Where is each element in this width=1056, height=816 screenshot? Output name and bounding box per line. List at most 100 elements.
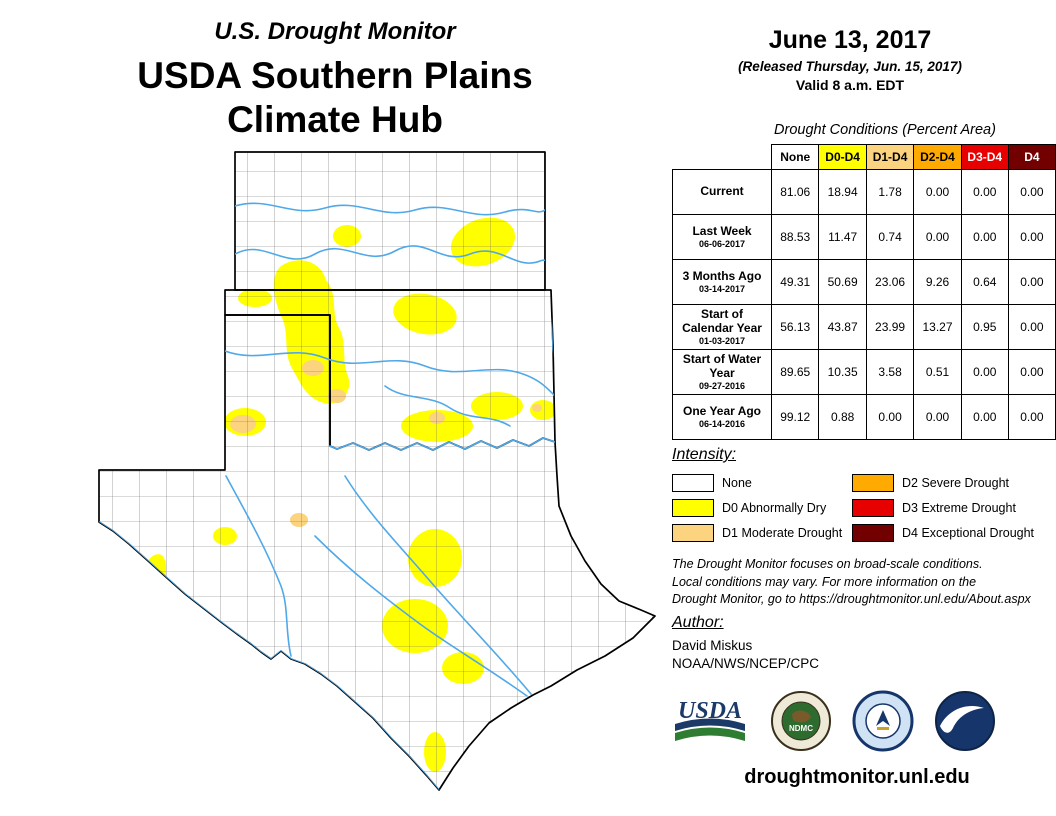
value-cell: 88.53: [771, 214, 820, 260]
value-cell: 0.88: [818, 394, 867, 440]
table-row-3-months-ago: 3 Months Ago 03-14-2017 49.31 50.69 23.0…: [671, 259, 1056, 305]
note-line: Local conditions may vary. For more info…: [672, 574, 977, 589]
legend-item-none: None: [672, 473, 852, 492]
d1-swatch: [672, 523, 714, 542]
value-cell: 9.26: [913, 259, 962, 305]
river-pecos: [225, 475, 292, 657]
value-cell: 0.00: [913, 169, 962, 215]
value-cell: 0.00: [913, 214, 962, 260]
value-cell: 0.00: [1007, 394, 1056, 440]
col-header-d3-d4: D3-D4: [960, 144, 1009, 170]
author-name: David Miskus: [672, 638, 753, 653]
value-cell: 0.00: [865, 394, 915, 440]
southern-plains-map-svg: [98, 151, 656, 791]
value-cell: 89.65: [771, 349, 820, 395]
note-line: The Drought Monitor focuses on broad-sca…: [672, 557, 983, 571]
title-block: U.S. Drought Monitor USDA Southern Plain…: [85, 18, 585, 141]
col-header-none: None: [771, 144, 820, 170]
value-cell: 0.00: [1007, 214, 1056, 260]
info-panel: June 13, 2017 (Released Thursday, Jun. 1…: [660, 0, 1056, 816]
intensity-legend: None D0 Abnormally Dry D1 Moderate Droug…: [672, 470, 1056, 545]
col-header-d2-d4: D2-D4: [913, 144, 962, 170]
col-header-d0-d4: D0-D4: [818, 144, 867, 170]
legend-item-d2: D2 Severe Drought: [852, 473, 1056, 492]
logo-row: USDA NDMC: [670, 686, 1056, 756]
table-row-current: Current 81.06 18.94 1.78 0.00 0.00 0.00: [671, 169, 1056, 215]
col-header-d4: D4: [1007, 144, 1056, 170]
date-block: June 13, 2017 (Released Thursday, Jun. 1…: [660, 26, 1040, 93]
table-row-start-calendar-year: Start of Calendar Year 01-03-2017 56.13 …: [671, 304, 1056, 350]
value-cell: 56.13: [771, 304, 820, 350]
value-cell: 0.64: [960, 259, 1009, 305]
value-cell: 0.95: [960, 304, 1009, 350]
value-cell: 1.78: [865, 169, 915, 215]
author-organization: NOAA/NWS/NCEP/CPC: [672, 656, 820, 671]
ndmc-logo: NDMC: [770, 690, 832, 752]
legend-label: D2 Severe Drought: [902, 475, 1010, 490]
value-cell: 3.58: [865, 349, 915, 395]
release-date: (Released Thursday, Jun. 15, 2017): [738, 59, 962, 74]
region-title-line2: Climate Hub: [227, 98, 443, 140]
value-cell: 0.00: [960, 169, 1009, 215]
row-label-cell: Start of Calendar Year 01-03-2017: [671, 304, 773, 350]
legend-item-d3: D3 Extreme Drought: [852, 498, 1056, 517]
d2-swatch: [852, 473, 894, 492]
monitor-title: U.S. Drought Monitor: [214, 18, 456, 45]
value-cell: 23.06: [865, 259, 915, 305]
river-colorado-tx: [314, 535, 528, 697]
legend-item-d1: D1 Moderate Drought: [672, 523, 852, 542]
river-red: [329, 437, 556, 451]
table-header-row: None D0-D4 D1-D4 D2-D4 D3-D4 D4: [673, 144, 1056, 170]
table-row-last-week: Last Week 06-06-2017 88.53 11.47 0.74 0.…: [671, 214, 1056, 260]
river-north-kansas: [234, 202, 546, 216]
value-cell: 0.00: [1007, 259, 1056, 305]
legend-label: D1 Moderate Drought: [722, 525, 843, 540]
value-cell: 43.87: [818, 304, 867, 350]
county-grid: [99, 152, 655, 790]
value-cell: 0.00: [960, 394, 1009, 440]
value-cell: 0.00: [960, 214, 1009, 260]
legend-label: None: [722, 475, 752, 490]
note-line: Drought Monitor, go to https://droughtmo…: [672, 592, 1031, 606]
row-label-cell: Last Week 06-06-2017: [671, 214, 773, 260]
table-caption: Drought Conditions (Percent Area): [774, 122, 996, 138]
d4-swatch: [852, 523, 894, 542]
value-cell: 99.12: [771, 394, 820, 440]
river-brazos: [344, 475, 532, 695]
commerce-seal-logo: [852, 690, 914, 752]
valid-time: Valid 8 a.m. EDT: [795, 77, 905, 93]
d3-swatch: [852, 498, 894, 517]
value-cell: 0.00: [1007, 304, 1056, 350]
value-cell: 81.06: [771, 169, 820, 215]
d0-swatch: [672, 498, 714, 517]
intensity-heading: Intensity:: [672, 446, 737, 463]
value-cell: 0.51: [913, 349, 962, 395]
disclaimer-note: The Drought Monitor focuses on broad-sca…: [672, 556, 1056, 609]
value-cell: 0.00: [913, 394, 962, 440]
legend-label: D0 Abnormally Dry: [722, 500, 827, 515]
value-cell: 23.99: [865, 304, 915, 350]
drought-conditions-table: None D0-D4 D1-D4 D2-D4 D3-D4 D4 Current …: [671, 144, 1056, 440]
river-canadian: [224, 350, 556, 397]
river-washita: [384, 385, 511, 427]
drought-map: [85, 146, 665, 806]
site-url: droughtmonitor.unl.edu: [744, 766, 970, 788]
row-label-cell: Start of Water Year 09-27-2016: [671, 349, 773, 395]
value-cell: 49.31: [771, 259, 820, 305]
table-corner: [673, 145, 772, 170]
row-label-cell: One Year Ago 06-14-2016: [671, 394, 773, 440]
value-cell: 0.74: [865, 214, 915, 260]
legend-item-d4: D4 Exceptional Drought: [852, 523, 1056, 542]
table-row-start-water-year: Start of Water Year 09-27-2016 89.65 10.…: [671, 349, 1056, 395]
table-row-one-year-ago: One Year Ago 06-14-2016 99.12 0.88 0.00 …: [671, 394, 1056, 440]
map-date: June 13, 2017: [768, 26, 932, 54]
noaa-logo: [934, 690, 996, 752]
value-cell: 50.69: [818, 259, 867, 305]
row-label-cell: 3 Months Ago 03-14-2017: [671, 259, 773, 305]
col-header-d1-d4: D1-D4: [865, 144, 915, 170]
value-cell: 0.00: [1007, 349, 1056, 395]
value-cell: 11.47: [818, 214, 867, 260]
svg-text:NDMC: NDMC: [789, 724, 813, 733]
legend-label: D3 Extreme Drought: [902, 500, 1016, 515]
usda-logo: USDA: [670, 692, 750, 750]
